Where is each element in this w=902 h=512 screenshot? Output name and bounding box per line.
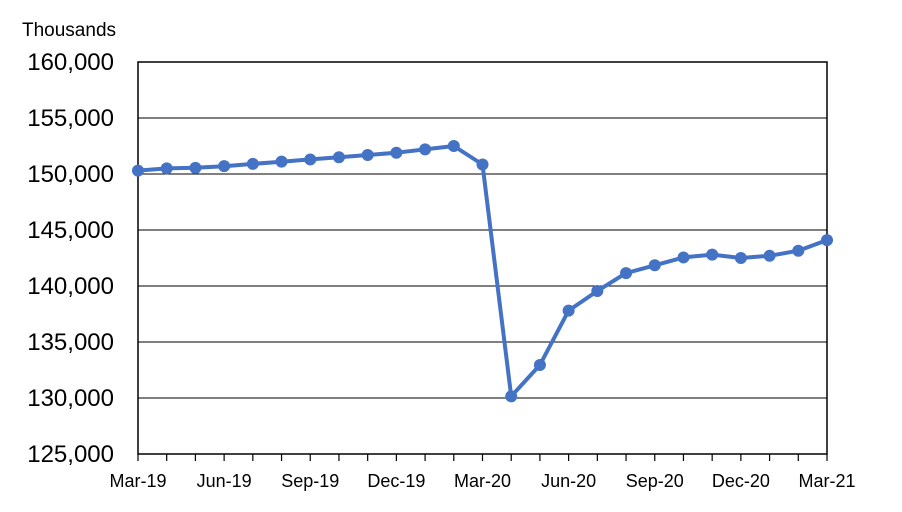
series-line [136,144,829,399]
data-point [304,153,317,166]
y-tick-label: 135,000 [27,329,114,356]
data-point [160,162,173,175]
y-tick-label: 155,000 [27,105,114,132]
y-tick-label: 145,000 [27,217,114,244]
data-series [132,140,833,403]
data-point [562,304,575,317]
x-tick-label: Jun-19 [197,471,252,491]
data-point [505,390,518,403]
y-tick-label: 160,000 [27,49,114,76]
plot-area-border [137,61,828,455]
x-tick-label: Dec-19 [367,471,425,491]
x-tick-label: Mar-20 [454,471,511,491]
y-tick-label: 125,000 [27,441,114,468]
x-tick-label: Mar-21 [798,471,855,491]
x-tick-label: Sep-19 [281,471,339,491]
y-tick-label: 150,000 [27,161,114,188]
y-axis-tick-labels: 125,000 130,000 135,000 140,000 145,000 150,0… [27,49,114,468]
y-axis-label: Thousands [22,20,116,41]
data-point [734,252,747,264]
data-point [476,158,489,171]
data-point [275,155,288,168]
data-point [246,157,259,170]
data-point [591,285,604,298]
data-point [763,249,776,262]
data-point [706,248,719,261]
x-axis-tick-labels: Mar-19 Jun-19 Sep-19 Dec-19 Mar-20 Jun-20 Sep-… [109,471,855,491]
data-point [792,244,805,257]
data-point [332,151,345,164]
data-point [677,251,690,264]
x-tick-label: Jun-20 [541,471,596,491]
data-point [620,267,633,280]
data-point [218,160,231,173]
x-tick-label: Dec-20 [712,471,770,491]
y-tick-label: 140,000 [27,273,114,300]
data-point [533,358,546,371]
data-point [132,164,144,177]
data-point [447,140,460,152]
x-tick-label: Sep-20 [626,471,684,491]
data-point [648,259,661,272]
data-point [361,148,374,161]
data-point [821,234,833,247]
data-point [419,143,432,156]
data-point [390,146,403,159]
x-axis-ticks [137,454,828,461]
y-tick-label: 130,000 [27,385,114,412]
data-point [189,161,202,174]
x-tick-label: Mar-19 [109,471,166,491]
